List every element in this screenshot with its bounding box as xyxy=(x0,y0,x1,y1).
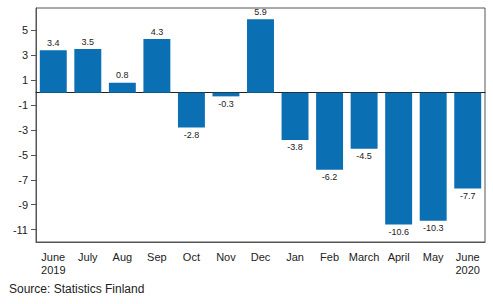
svg-text:April: April xyxy=(388,251,410,263)
svg-text:June: June xyxy=(456,251,480,263)
svg-text:-10.3: -10.3 xyxy=(423,223,444,233)
svg-text:-3: -3 xyxy=(18,124,28,136)
svg-text:5.9: 5.9 xyxy=(254,7,267,17)
svg-text:0.8: 0.8 xyxy=(116,70,129,80)
svg-text:2020: 2020 xyxy=(455,264,479,276)
svg-text:-9: -9 xyxy=(18,199,28,211)
svg-text:-2.8: -2.8 xyxy=(184,130,200,140)
svg-text:3.5: 3.5 xyxy=(82,37,95,47)
svg-text:Source: Statistics Finland: Source: Statistics Finland xyxy=(9,282,144,296)
svg-text:March: March xyxy=(349,251,380,263)
svg-text:-0.3: -0.3 xyxy=(218,99,234,109)
svg-text:Feb: Feb xyxy=(320,251,339,263)
svg-text:-6.2: -6.2 xyxy=(322,172,338,182)
svg-text:June: June xyxy=(41,251,65,263)
svg-text:4.3: 4.3 xyxy=(151,27,164,37)
svg-text:-7: -7 xyxy=(18,174,28,186)
svg-text:Jan: Jan xyxy=(286,251,304,263)
svg-text:1: 1 xyxy=(22,74,28,86)
svg-text:Aug: Aug xyxy=(113,251,133,263)
svg-text:3.4: 3.4 xyxy=(47,38,60,48)
svg-text:-11: -11 xyxy=(13,224,28,236)
svg-text:-10.6: -10.6 xyxy=(388,227,409,237)
svg-text:Sep: Sep xyxy=(147,251,167,263)
svg-text:-1: -1 xyxy=(18,99,28,111)
svg-text:-5: -5 xyxy=(18,149,28,161)
svg-text:5: 5 xyxy=(22,24,28,36)
svg-text:Oct: Oct xyxy=(183,251,200,263)
svg-text:May: May xyxy=(423,251,444,263)
svg-text:-3.8: -3.8 xyxy=(287,142,303,152)
svg-text:2019: 2019 xyxy=(41,264,65,276)
svg-text:Dec: Dec xyxy=(251,251,271,263)
svg-text:-4.5: -4.5 xyxy=(356,151,372,161)
svg-text:-7.7: -7.7 xyxy=(460,191,476,201)
svg-text:3: 3 xyxy=(22,49,28,61)
svg-text:July: July xyxy=(78,251,98,263)
svg-text:Nov: Nov xyxy=(216,251,236,263)
